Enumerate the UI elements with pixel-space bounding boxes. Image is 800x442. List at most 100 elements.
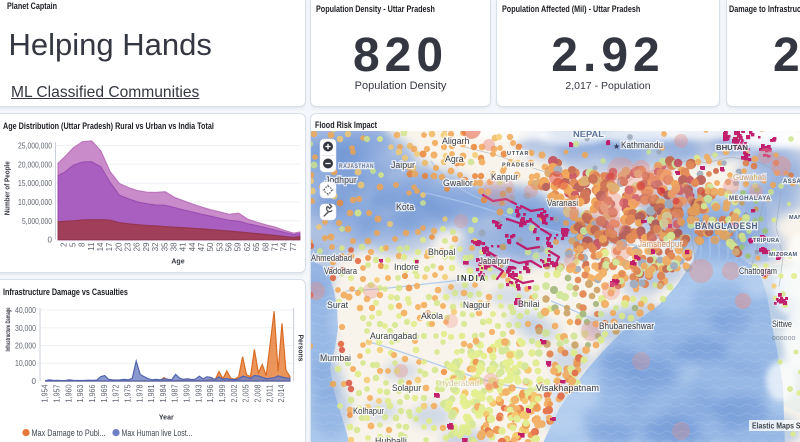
svg-text:Kolhapur: Kolhapur xyxy=(353,406,384,416)
svg-text:Ahmedabad: Ahmedabad xyxy=(311,253,352,263)
svg-text:20: 20 xyxy=(114,242,123,251)
svg-text:Gwalior: Gwalior xyxy=(443,178,473,188)
svg-text:Vadodara: Vadodara xyxy=(324,266,357,276)
svg-text:11: 11 xyxy=(87,242,96,251)
svg-text:BHUTAN: BHUTAN xyxy=(716,143,748,152)
svg-text:8: 8 xyxy=(78,242,87,247)
svg-text:0: 0 xyxy=(32,377,37,386)
svg-text:77: 77 xyxy=(289,242,298,251)
svg-text:Year: Year xyxy=(159,415,174,422)
svg-text:Varanasi: Varanasi xyxy=(547,198,578,208)
svg-text:Kanpur: Kanpur xyxy=(491,172,518,182)
svg-text:TRIPURA: TRIPURA xyxy=(753,238,780,244)
svg-text:44: 44 xyxy=(188,242,197,251)
svg-text:56: 56 xyxy=(225,242,234,251)
svg-text:1,999: 1,999 xyxy=(218,384,227,402)
svg-text:53: 53 xyxy=(215,242,224,251)
svg-text:20,000: 20,000 xyxy=(15,342,36,351)
svg-text:BANGLADESH: BANGLADESH xyxy=(695,221,758,231)
svg-text:Bhubaneshwar: Bhubaneshwar xyxy=(599,321,654,331)
svg-text:UTTAR: UTTAR xyxy=(507,151,529,157)
svg-text:1,969: 1,969 xyxy=(100,384,109,402)
svg-text:Indore: Indore xyxy=(394,262,419,272)
svg-text:50: 50 xyxy=(206,242,215,251)
svg-text:5: 5 xyxy=(69,242,78,247)
svg-text:★: ★ xyxy=(613,142,620,151)
svg-text:15,000,000: 15,000,000 xyxy=(18,179,52,188)
svg-text:2,008: 2,008 xyxy=(254,384,263,402)
svg-text:Visakhapatnam: Visakhapatnam xyxy=(536,383,599,393)
svg-text:47: 47 xyxy=(197,242,206,251)
svg-text:25,000,000: 25,000,000 xyxy=(18,142,52,151)
svg-text:2,005: 2,005 xyxy=(242,384,251,402)
svg-text:1,984: 1,984 xyxy=(159,384,168,402)
svg-text:35: 35 xyxy=(160,242,169,251)
svg-text:1,981: 1,981 xyxy=(147,384,156,402)
svg-text:1,987: 1,987 xyxy=(171,384,180,402)
svg-text:Chattogram: Chattogram xyxy=(739,266,777,276)
svg-text:1,996: 1,996 xyxy=(206,384,215,402)
svg-text:MIZORAM: MIZORAM xyxy=(769,252,797,258)
svg-text:65: 65 xyxy=(252,242,261,251)
svg-text:MANIPUR: MANIPUR xyxy=(789,215,800,221)
svg-text:ASSAM: ASSAM xyxy=(783,179,800,185)
svg-text:1,978: 1,978 xyxy=(135,384,144,402)
svg-text:Agra: Agra xyxy=(445,154,464,164)
svg-text:2,002: 2,002 xyxy=(230,384,239,402)
svg-text:Akola: Akola xyxy=(421,311,443,321)
svg-text:PRADESH: PRADESH xyxy=(502,162,535,168)
svg-text:2,014: 2,014 xyxy=(277,384,286,402)
svg-text:Hyderabad: Hyderabad xyxy=(439,378,479,388)
svg-text:MEGHALAYA: MEGHALAYA xyxy=(729,196,771,202)
svg-text:59: 59 xyxy=(234,242,243,251)
svg-text:1,975: 1,975 xyxy=(123,384,132,402)
svg-text:23: 23 xyxy=(124,242,133,251)
svg-text:1,966: 1,966 xyxy=(88,384,97,402)
svg-text:Age: Age xyxy=(171,259,184,266)
svg-text:5,000,000: 5,000,000 xyxy=(22,217,52,226)
svg-text:2: 2 xyxy=(59,242,68,247)
svg-text:10,000: 10,000 xyxy=(15,359,36,368)
svg-text:Aligarh: Aligarh xyxy=(442,136,469,146)
svg-text:0: 0 xyxy=(48,236,53,245)
svg-text:1,993: 1,993 xyxy=(194,384,203,402)
svg-text:Guwahati: Guwahati xyxy=(733,173,766,182)
svg-text:74: 74 xyxy=(280,242,289,251)
svg-text:Mumbai: Mumbai xyxy=(320,353,351,363)
svg-text:26: 26 xyxy=(133,242,142,251)
svg-text:Jaipur: Jaipur xyxy=(391,160,415,170)
svg-text:1,960: 1,960 xyxy=(64,384,73,402)
svg-text:Max Damage to Publ...: Max Damage to Publ... xyxy=(32,428,106,438)
svg-text:Surat: Surat xyxy=(327,300,349,310)
svg-text:1,957: 1,957 xyxy=(53,384,62,402)
svg-text:32: 32 xyxy=(151,242,160,251)
svg-text:INDIA: INDIA xyxy=(457,273,487,283)
svg-text:Jamshedpur: Jamshedpur xyxy=(638,239,682,249)
svg-text:Kota: Kota xyxy=(396,202,414,212)
svg-text:17: 17 xyxy=(105,242,114,251)
svg-text:40,000: 40,000 xyxy=(15,306,36,315)
svg-text:1,972: 1,972 xyxy=(112,384,121,402)
svg-text:Persons: Persons xyxy=(297,335,306,362)
svg-text:68: 68 xyxy=(261,242,270,251)
svg-text:20,000,000: 20,000,000 xyxy=(18,160,52,169)
svg-text:10,000,000: 10,000,000 xyxy=(18,198,52,207)
svg-text:Aurangabad: Aurangabad xyxy=(370,331,417,341)
svg-text:Max Human live Lost...: Max Human live Lost... xyxy=(122,428,193,438)
svg-text:Bhopal: Bhopal xyxy=(428,247,455,257)
svg-text:oooooo: oooooo xyxy=(772,335,795,342)
svg-text:1,963: 1,963 xyxy=(76,384,85,402)
svg-text:Hubballi: Hubballi xyxy=(375,436,407,442)
svg-text:38: 38 xyxy=(170,242,179,251)
svg-text:Kathmandu: Kathmandu xyxy=(621,140,663,150)
svg-text:41: 41 xyxy=(179,242,188,251)
svg-text:Number of People: Number of People xyxy=(5,161,12,215)
svg-text:NEPAL: NEPAL xyxy=(573,131,604,139)
svg-text:2,011: 2,011 xyxy=(265,384,274,402)
svg-text:Nagpur: Nagpur xyxy=(463,300,490,310)
svg-text:Elastic Maps Ser: Elastic Maps Ser xyxy=(752,421,800,430)
svg-text:14: 14 xyxy=(96,242,105,251)
svg-text:RAJASTHAN: RAJASTHAN xyxy=(339,164,374,170)
svg-text:71: 71 xyxy=(270,242,279,251)
svg-text:1,954: 1,954 xyxy=(41,384,50,402)
